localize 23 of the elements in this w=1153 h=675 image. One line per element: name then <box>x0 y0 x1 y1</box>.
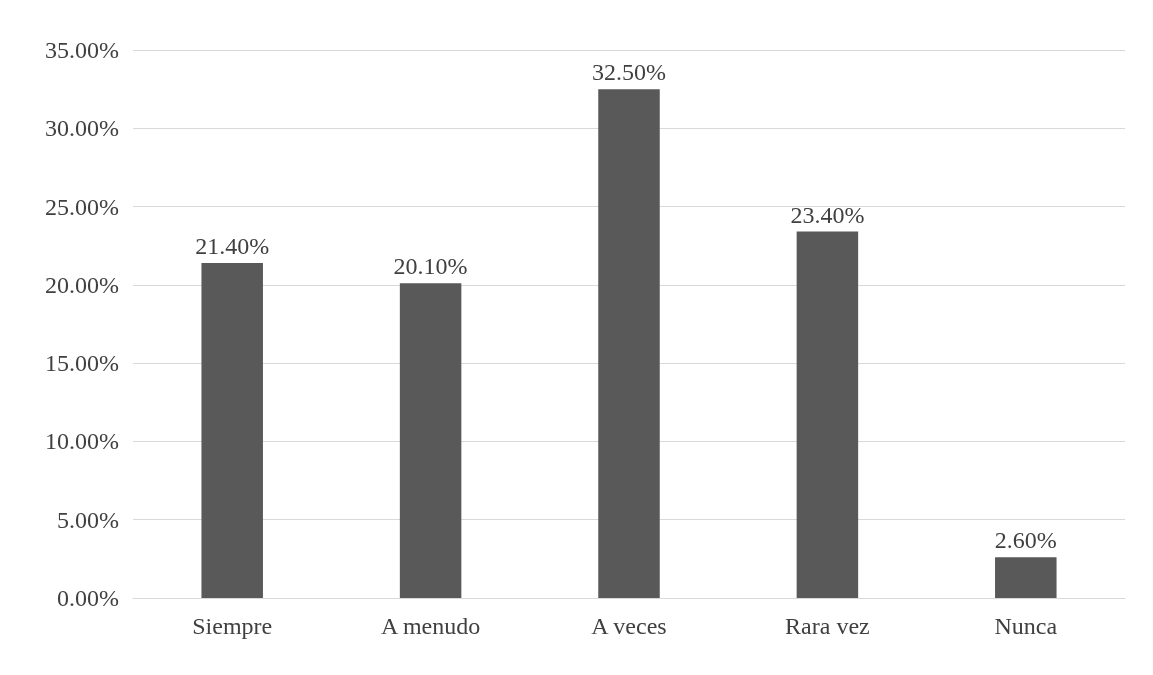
bar <box>796 231 859 598</box>
bar <box>399 283 462 598</box>
y-tick-label: 10.00% <box>45 428 119 455</box>
y-tick-label: 0.00% <box>57 585 119 611</box>
x-tick-label: A veces <box>591 613 667 639</box>
bar <box>201 262 263 598</box>
data-label: 20.10% <box>393 253 468 280</box>
y-tick-label: 20.00% <box>45 271 119 298</box>
x-tick-label: A menudo <box>380 613 481 639</box>
data-label: 32.50% <box>592 59 666 86</box>
data-label: 2.60% <box>994 527 1057 554</box>
x-tick-label: Nunca <box>994 613 1058 639</box>
data-label: 23.40% <box>790 201 865 228</box>
y-tick-label: 30.00% <box>45 115 119 142</box>
x-tick-label: Rara vez <box>785 613 870 639</box>
y-tick-label: 25.00% <box>45 193 119 220</box>
x-tick-label: Siempre <box>192 613 273 639</box>
bar <box>995 557 1057 598</box>
y-tick-label: 15.00% <box>45 350 119 377</box>
y-tick-label: 5.00% <box>57 506 119 533</box>
y-tick-label: 35.00% <box>45 37 119 63</box>
data-label: 21.40% <box>195 232 270 259</box>
bar <box>598 89 660 598</box>
